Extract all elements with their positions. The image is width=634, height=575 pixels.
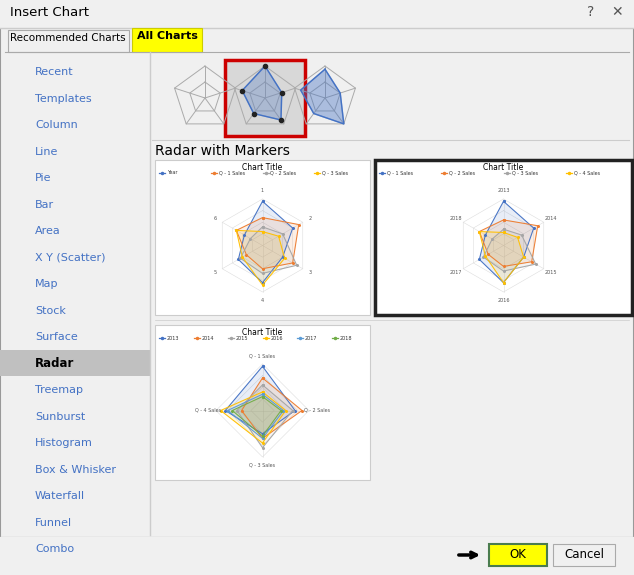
Text: Line: Line bbox=[35, 147, 58, 157]
Text: 2016: 2016 bbox=[497, 298, 510, 303]
Text: Q - 2 Sales: Q - 2 Sales bbox=[450, 171, 476, 175]
Text: Surface: Surface bbox=[35, 332, 78, 342]
Text: 2017: 2017 bbox=[450, 270, 462, 275]
Text: Bar: Bar bbox=[35, 200, 54, 210]
Text: 2018: 2018 bbox=[339, 335, 352, 340]
Text: Stock: Stock bbox=[35, 306, 66, 316]
Text: Q - 2 Sales: Q - 2 Sales bbox=[304, 408, 330, 413]
Text: Cancel: Cancel bbox=[564, 549, 604, 562]
Polygon shape bbox=[225, 366, 295, 434]
Text: Recommended Charts: Recommended Charts bbox=[10, 33, 126, 43]
Text: 1: 1 bbox=[261, 188, 264, 193]
Text: Chart Title: Chart Title bbox=[242, 163, 283, 172]
Text: 2017: 2017 bbox=[305, 335, 318, 340]
Text: Q - 3 Sales: Q - 3 Sales bbox=[249, 463, 276, 468]
Text: Q - 1 Sales: Q - 1 Sales bbox=[387, 171, 413, 175]
Text: 2013: 2013 bbox=[497, 188, 510, 193]
Polygon shape bbox=[479, 232, 524, 283]
Text: ?: ? bbox=[587, 5, 595, 19]
Text: Radar: Radar bbox=[35, 357, 74, 370]
Text: 2018: 2018 bbox=[450, 216, 462, 221]
Text: 2015: 2015 bbox=[545, 270, 557, 275]
Polygon shape bbox=[236, 231, 285, 285]
Text: 2015: 2015 bbox=[236, 335, 249, 340]
Polygon shape bbox=[301, 69, 344, 124]
Bar bbox=[225, 60, 305, 136]
Text: Year: Year bbox=[167, 171, 178, 175]
Text: Q - 3 Sales: Q - 3 Sales bbox=[322, 171, 348, 175]
Text: Column: Column bbox=[35, 120, 78, 131]
Text: 4: 4 bbox=[261, 298, 264, 303]
Polygon shape bbox=[242, 378, 302, 438]
Text: Q - 1 Sales: Q - 1 Sales bbox=[219, 171, 245, 175]
Text: Treemap: Treemap bbox=[35, 385, 83, 395]
Text: 5: 5 bbox=[214, 270, 217, 275]
Text: 2013: 2013 bbox=[167, 335, 179, 340]
Text: X Y (Scatter): X Y (Scatter) bbox=[35, 253, 105, 263]
Text: Area: Area bbox=[35, 226, 61, 236]
Text: 2014: 2014 bbox=[202, 335, 214, 340]
Text: Insert Chart: Insert Chart bbox=[10, 6, 89, 19]
Text: Radar with Markers: Radar with Markers bbox=[155, 144, 290, 158]
Polygon shape bbox=[237, 385, 293, 448]
Text: Chart Title: Chart Title bbox=[483, 163, 524, 172]
Text: 6: 6 bbox=[214, 216, 217, 221]
Text: Chart Title: Chart Title bbox=[242, 328, 283, 337]
Text: Sunburst: Sunburst bbox=[35, 412, 85, 421]
Text: 2016: 2016 bbox=[271, 335, 283, 340]
Polygon shape bbox=[479, 220, 538, 266]
Text: 2014: 2014 bbox=[545, 216, 557, 221]
Polygon shape bbox=[238, 201, 293, 283]
Polygon shape bbox=[483, 229, 536, 271]
Text: Q - 2 Sales: Q - 2 Sales bbox=[271, 171, 297, 175]
Polygon shape bbox=[232, 397, 281, 436]
Bar bbox=[553, 544, 615, 566]
Text: ✕: ✕ bbox=[611, 5, 623, 19]
Text: Waterfall: Waterfall bbox=[35, 491, 85, 501]
Text: All Charts: All Charts bbox=[136, 31, 197, 41]
Polygon shape bbox=[479, 201, 534, 283]
Polygon shape bbox=[242, 66, 281, 120]
Text: 3: 3 bbox=[309, 270, 311, 275]
Bar bbox=[375, 160, 632, 315]
Text: OK: OK bbox=[510, 549, 526, 562]
Text: Q - 3 Sales: Q - 3 Sales bbox=[512, 171, 538, 175]
Bar bbox=[0, 350, 150, 376]
Polygon shape bbox=[221, 392, 286, 443]
Text: Combo: Combo bbox=[35, 545, 74, 554]
Text: Pie: Pie bbox=[35, 173, 51, 183]
Bar bbox=[155, 160, 370, 315]
Text: Q - 4 Sales: Q - 4 Sales bbox=[574, 171, 600, 175]
Text: Box & Whisker: Box & Whisker bbox=[35, 465, 116, 475]
Bar bbox=[132, 28, 202, 52]
Bar bbox=[0, 0, 634, 28]
Text: Map: Map bbox=[35, 279, 58, 289]
Text: Histogram: Histogram bbox=[35, 438, 93, 449]
Text: Templates: Templates bbox=[35, 94, 92, 104]
Text: Q - 1 Sales: Q - 1 Sales bbox=[249, 353, 276, 358]
Polygon shape bbox=[236, 217, 299, 269]
Polygon shape bbox=[228, 394, 283, 438]
Text: Recent: Recent bbox=[35, 67, 74, 77]
Bar bbox=[155, 325, 370, 480]
Text: 2: 2 bbox=[309, 216, 311, 221]
Bar bbox=[0, 537, 634, 575]
Polygon shape bbox=[240, 227, 297, 273]
Bar bbox=[8, 30, 129, 52]
Bar bbox=[489, 544, 547, 566]
Text: Q - 4 Sales: Q - 4 Sales bbox=[195, 408, 221, 413]
Text: Funnel: Funnel bbox=[35, 518, 72, 528]
